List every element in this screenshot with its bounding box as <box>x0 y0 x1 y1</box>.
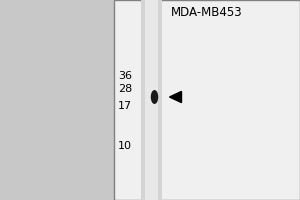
Text: 28: 28 <box>118 84 132 94</box>
Text: 36: 36 <box>118 71 132 81</box>
Text: 17: 17 <box>118 101 132 111</box>
Bar <box>145 0 158 200</box>
Text: MDA-MB453: MDA-MB453 <box>171 6 243 20</box>
Polygon shape <box>169 91 181 103</box>
Text: 10: 10 <box>118 141 132 151</box>
Bar <box>141 0 162 200</box>
Ellipse shape <box>151 90 158 104</box>
Bar <box>114 0 300 200</box>
